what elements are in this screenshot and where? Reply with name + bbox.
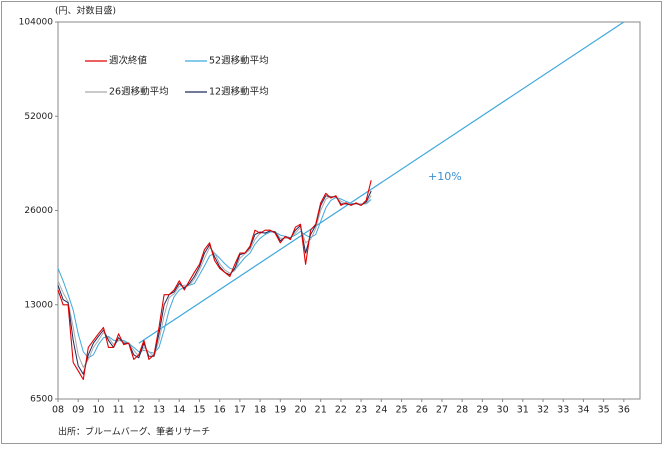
x-tick-label: 08 xyxy=(52,405,64,416)
outer-frame xyxy=(1,1,662,444)
plot-frame xyxy=(57,21,641,400)
x-tick-label: 28 xyxy=(456,405,468,416)
x-tick-label: 26 xyxy=(416,405,428,416)
x-tick-label: 32 xyxy=(537,405,549,416)
legend-label: 週次終値 xyxy=(109,55,148,67)
x-tick-label: 34 xyxy=(577,405,589,416)
x-tick-label: 16 xyxy=(214,405,226,416)
x-tick-label: 22 xyxy=(335,405,347,416)
x-tick-label: 17 xyxy=(234,405,246,416)
x-tick-label: 19 xyxy=(274,405,286,416)
x-tick-label: 30 xyxy=(497,405,509,416)
x-tick-label: 20 xyxy=(294,405,306,416)
y-tick-label: 26000 xyxy=(24,206,53,216)
source: 出所：ブルームバーグ、筆者リサーチ xyxy=(58,426,210,438)
x-tick-label: 15 xyxy=(193,405,205,416)
x-tick-label: 23 xyxy=(355,405,367,416)
x-tick-label: 25 xyxy=(395,405,407,416)
y-axis-label: (円、対数目盛) xyxy=(55,5,116,17)
annotation: +10% xyxy=(428,170,462,183)
x-tick-label: 09 xyxy=(72,405,84,416)
x-tick-label: 10 xyxy=(92,405,104,416)
x-tick-label: 11 xyxy=(113,405,125,416)
x-tick-label: 29 xyxy=(476,405,488,416)
legend-label: 26週移動平均 xyxy=(109,86,169,98)
y-tick-label: 104000 xyxy=(19,18,54,28)
y-tick-label: 13000 xyxy=(24,300,53,310)
series-line xyxy=(57,195,372,368)
x-tick-label: 18 xyxy=(254,405,266,416)
x-tick-label: 33 xyxy=(557,405,569,416)
x-tick-label: 12 xyxy=(133,405,145,416)
x-tick-label: 14 xyxy=(173,405,185,416)
series-line xyxy=(57,180,372,381)
x-tick-label: 31 xyxy=(517,405,529,416)
x-tick-label: 13 xyxy=(153,405,165,416)
x-tick-label: 21 xyxy=(315,405,327,416)
series-line xyxy=(57,190,372,375)
x-tick-label: 36 xyxy=(618,405,630,416)
y-tick-label: 6500 xyxy=(30,395,53,405)
y-tick-label: 52000 xyxy=(24,112,53,122)
x-tick-label: 27 xyxy=(436,405,448,416)
x-tick-label: 24 xyxy=(375,405,387,416)
trend-line xyxy=(138,21,625,344)
x-tick-label: 35 xyxy=(598,405,610,416)
legend-label: 12週移動平均 xyxy=(209,86,269,98)
legend-label: 52週移動平均 xyxy=(209,55,269,67)
